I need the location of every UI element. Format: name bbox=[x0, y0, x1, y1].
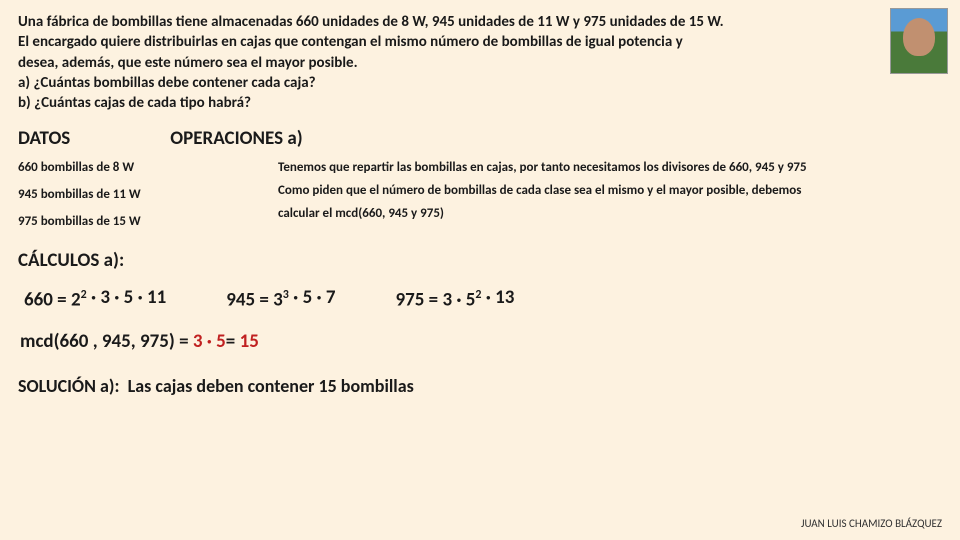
f660-rest: · 3 · 5 · 11 bbox=[87, 286, 167, 309]
factor-660: 660 = 22 · 3 · 5 · 11 bbox=[24, 288, 166, 311]
mcd-lhs: mcd(660 , 945, 975) = bbox=[20, 330, 193, 353]
question-a: a) ¿Cuántas bombillas debe contener cada… bbox=[18, 73, 858, 93]
question-b: b) ¿Cuántas cajas de cada tipo habrá? bbox=[18, 93, 858, 113]
f945-exp: 3 bbox=[283, 288, 289, 302]
f945-lhs: 945 = 3 bbox=[226, 289, 283, 312]
heading-operaciones: OPERACIONES a) bbox=[170, 127, 302, 150]
f660-exp: 2 bbox=[81, 288, 87, 302]
solution-text: Las cajas deben contener 15 bombillas bbox=[128, 375, 414, 397]
datos-block: 660 bombillas de 8 W 945 bombillas de 11… bbox=[18, 160, 238, 229]
heading-datos: DATOS bbox=[18, 127, 70, 150]
mcd-result: 15 bbox=[240, 330, 259, 353]
f975-lhs: 975 = 3 · 5 bbox=[396, 289, 476, 312]
mcd-line: mcd(660 , 945, 975) = 3 · 5= 15 bbox=[20, 330, 942, 353]
dato-2: 945 bombillas de 11 W bbox=[18, 187, 238, 202]
oper-line-2b: calcular el mcd(660, 945 y 975) bbox=[278, 206, 942, 223]
author-name: JUAN LUIS CHAMIZO BLÁZQUEZ bbox=[801, 517, 942, 530]
oper-line-2a: Como piden que el número de bombillas de… bbox=[278, 183, 942, 200]
f975-rest: · 13 bbox=[481, 286, 514, 309]
avatar-head bbox=[903, 18, 935, 56]
problem-line-3: desea, además, que este número sea el ma… bbox=[18, 53, 858, 73]
f660-lhs: 660 = 2 bbox=[24, 289, 81, 312]
mcd-factors: 3 · 5 bbox=[193, 330, 226, 353]
solution-line: SOLUCIÓN a): Las cajas deben contener 15… bbox=[18, 375, 942, 397]
problem-line-1: Una fábrica de bombillas tiene almacenad… bbox=[18, 12, 858, 32]
problem-line-2: El encargado quiere distribuirlas en caj… bbox=[18, 32, 858, 52]
dato-3: 975 bombillas de 15 W bbox=[18, 214, 238, 229]
mcd-eq: = bbox=[226, 330, 240, 353]
author-photo bbox=[890, 8, 948, 74]
factorizations: 660 = 22 · 3 · 5 · 11 945 = 33 · 5 · 7 9… bbox=[24, 288, 942, 311]
dato-1: 660 bombillas de 8 W bbox=[18, 160, 238, 175]
factor-975: 975 = 3 · 52 · 13 bbox=[396, 288, 515, 311]
f945-rest: · 5 · 7 bbox=[289, 286, 336, 309]
problem-statement: Una fábrica de bombillas tiene almacenad… bbox=[18, 12, 858, 113]
heading-calculos: CÁLCULOS a): bbox=[18, 249, 942, 272]
heading-solucion: SOLUCIÓN a): bbox=[18, 375, 120, 397]
operaciones-block: Tenemos que repartir las bombillas en ca… bbox=[278, 160, 942, 223]
oper-line-1: Tenemos que repartir las bombillas en ca… bbox=[278, 160, 942, 177]
factor-945: 945 = 33 · 5 · 7 bbox=[226, 288, 335, 311]
